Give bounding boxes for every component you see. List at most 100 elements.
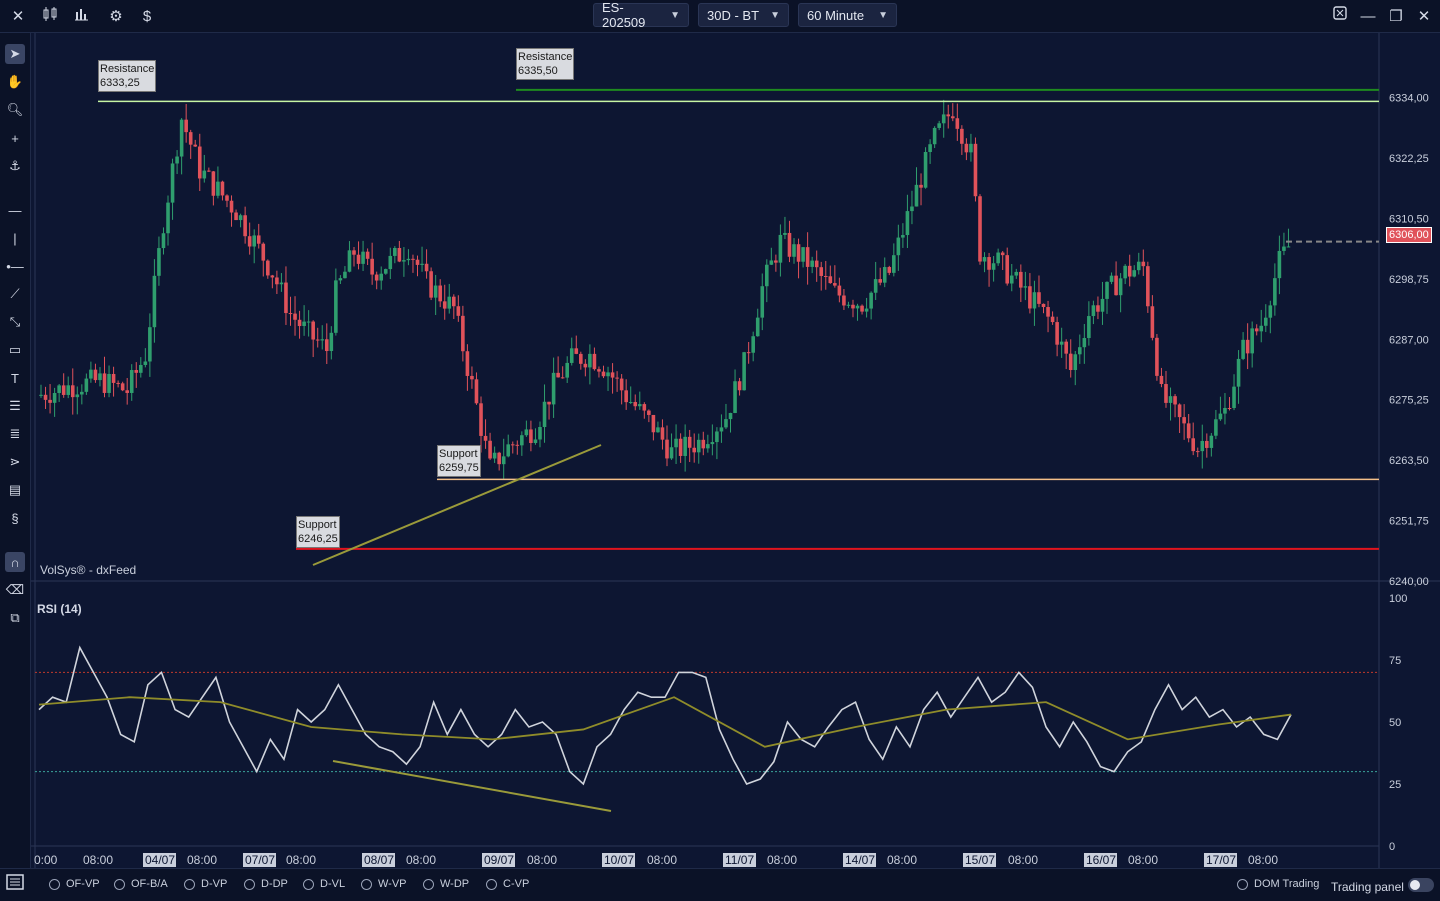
vertical-line-icon[interactable]: | (13, 230, 17, 246)
support-label-1[interactable]: Support 6259,75 (437, 445, 481, 477)
magnet-icon[interactable]: ∩ (5, 552, 25, 572)
support-label-2[interactable]: Support 6246,25 (296, 516, 340, 548)
window-icon[interactable] (1333, 6, 1353, 26)
fibonacci-icon[interactable]: ☰ (9, 398, 21, 413)
candle-body (1019, 271, 1023, 288)
option-d-dp[interactable]: D-DP (244, 878, 288, 890)
channel-icon[interactable]: ⤡ (9, 314, 21, 329)
candle-body (728, 412, 733, 420)
crosshair-icon[interactable]: + (11, 130, 19, 146)
candle-body (506, 444, 511, 457)
time-tick-label: 11/07 (725, 853, 754, 867)
volume-profile-icon[interactable]: § (11, 510, 19, 526)
layers-icon[interactable]: ⧉ (10, 610, 20, 625)
resistance-label-1[interactable]: Resistance 6333,25 (98, 60, 157, 92)
interval-dropdown[interactable]: 60 Minute ▼ (798, 3, 897, 27)
profile-icon[interactable]: ▤ (8, 482, 22, 497)
eraser-icon[interactable]: ⌫ (5, 582, 25, 597)
candle-body (361, 251, 365, 264)
candle-body (1159, 375, 1164, 385)
radio-icon (361, 878, 372, 890)
candle-body (243, 215, 247, 237)
hand-icon[interactable]: ✋ (6, 74, 24, 89)
option-of-ba[interactable]: OF-B/A (114, 878, 168, 890)
candle-body (429, 271, 433, 298)
dom-trading-option[interactable]: DOM Trading (1237, 878, 1319, 890)
time-tick-label: 08:00 (406, 853, 436, 867)
trading-panel-toggle[interactable] (1408, 878, 1434, 892)
candle-body (370, 258, 374, 275)
candle-body (252, 235, 257, 247)
date-highlight (482, 853, 515, 867)
radio-icon (49, 878, 60, 890)
time-tick-label: 17/07 (1206, 853, 1236, 867)
candle-body (415, 259, 420, 265)
panel-toggle-icon[interactable] (6, 874, 26, 894)
levels-icon[interactable]: ≣ (9, 426, 21, 441)
anchor-icon[interactable]: ⚓︎ (9, 158, 21, 173)
candle-body (465, 351, 470, 376)
candle-body (1059, 341, 1064, 345)
top-toolbar: ✕ ⚙ $ ES-202509 ▼ 30D - BT ▼ 60 Minute ▼ — … (0, 0, 1440, 33)
option-label: W-DP (440, 878, 470, 890)
rsi-ma-line (38, 696, 1292, 748)
candle-body (1150, 306, 1155, 338)
symbol-dropdown[interactable]: ES-202509 ▼ (593, 0, 689, 30)
option-w-vp[interactable]: W-VP (361, 878, 407, 890)
candle-body (887, 267, 892, 273)
chart-area[interactable]: 6334,00 6322,25 6310,50 6298,75 6287,00 6275,… (31, 33, 1440, 868)
bar-chart-icon[interactable] (73, 6, 93, 26)
candle-body (742, 352, 746, 391)
watermark: VolSys® - dxFeed (40, 563, 137, 577)
rectangle-icon[interactable]: ▭ (8, 342, 22, 357)
candles-icon[interactable] (42, 6, 62, 26)
option-of-vp[interactable]: OF-VP (49, 878, 100, 890)
horizontal-line-icon[interactable]: — (8, 202, 22, 218)
candle-body (193, 144, 198, 147)
cursor-icon[interactable]: ➤ (5, 44, 25, 64)
bottom-toolbar: OF-VP OF-B/A D-VP D-DP D-VL W-VP W-DP C-… (0, 868, 1440, 901)
candle-body (234, 212, 238, 221)
trendline-icon[interactable]: ⟋ (10, 286, 20, 301)
candle-body (810, 260, 814, 267)
candle-body (397, 247, 402, 262)
period-dropdown[interactable]: 30D - BT ▼ (698, 3, 789, 27)
rsi-tick-label: 50 (1389, 717, 1401, 729)
chart-canvas[interactable]: 6334,00 6322,25 6310,50 6298,75 6287,00 6275,… (31, 33, 1440, 868)
candle-body (706, 444, 710, 449)
candle-body (1114, 275, 1118, 296)
axis-labels-group: 6334,00 6322,25 6310,50 6298,75 6287,00 6275,… (34, 93, 1429, 867)
option-d-vp[interactable]: D-VP (184, 878, 227, 890)
candle-body (356, 254, 361, 264)
radio-icon (303, 878, 314, 890)
candle-body (125, 390, 129, 393)
toggle-knob (1410, 880, 1420, 890)
option-d-vl[interactable]: D-VL (303, 878, 345, 890)
candle-body (746, 352, 751, 354)
close-icon[interactable]: ✕ (11, 8, 25, 25)
minimize-icon[interactable]: — (1360, 7, 1376, 25)
option-label: C-VP (503, 878, 530, 890)
close-window-icon[interactable]: ✕ (1417, 8, 1431, 25)
option-c-vp[interactable]: C-VP (486, 878, 529, 890)
option-w-dp[interactable]: W-DP (423, 878, 469, 890)
candle-body (216, 181, 220, 196)
price-tick-label: 6322,25 (1389, 153, 1429, 165)
dollar-icon[interactable]: $ (142, 7, 152, 25)
text-icon[interactable]: T (11, 370, 19, 386)
candle-body (197, 146, 202, 179)
price-tick-label: 6298,75 (1389, 274, 1429, 286)
pitchfork-icon[interactable]: ⋗ (9, 454, 21, 469)
restore-icon[interactable]: ❐ (1389, 8, 1403, 25)
option-label: D-VP (201, 878, 228, 890)
candle-body (515, 444, 520, 446)
candle-body (61, 385, 66, 395)
zoom-icon[interactable]: 🔍︎ (6, 102, 24, 117)
candle-body (39, 394, 43, 396)
gear-icon[interactable]: ⚙ (109, 8, 123, 25)
ray-icon[interactable]: •— (6, 258, 24, 274)
radio-icon (244, 878, 255, 890)
resistance-label-2[interactable]: Resistance 6335,50 (516, 48, 575, 80)
candle-body (1136, 261, 1141, 271)
candle-body (914, 184, 919, 207)
